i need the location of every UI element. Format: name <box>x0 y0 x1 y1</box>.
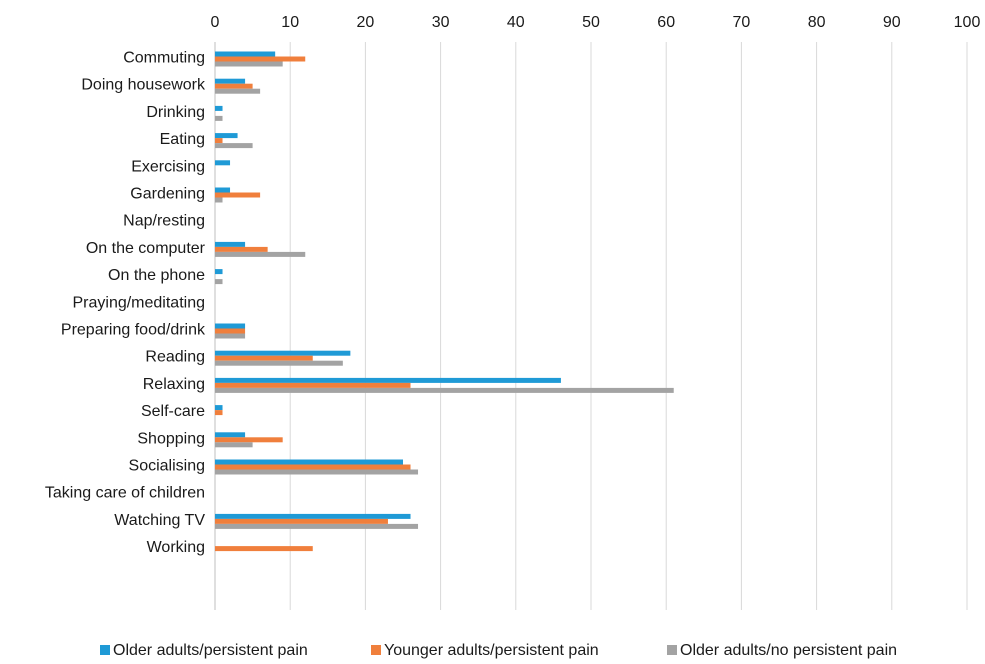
bar-younger-adults-persistent-pain-socialising <box>215 464 411 470</box>
bar-older-adults-persistent-pain-socialising <box>215 459 403 465</box>
bar-younger-adults-persistent-pain-self-care <box>215 410 223 416</box>
bar-younger-adults-persistent-pain-doing-housework <box>215 83 253 89</box>
category-label-on-the-computer: On the computer <box>86 240 206 257</box>
category-label-exercising: Exercising <box>131 158 205 175</box>
category-label-reading: Reading <box>145 349 205 366</box>
category-label-eating: Eating <box>160 131 205 148</box>
category-label-shopping: Shopping <box>137 430 205 447</box>
bar-older-adults-persistent-pain-shopping <box>215 432 246 438</box>
bar-younger-adults-persistent-pain-on-the-computer <box>215 246 268 252</box>
bar-older-adults-persistent-pain-gardening <box>215 187 231 193</box>
bar-younger-adults-persistent-pain-watching-tv <box>215 518 388 524</box>
legend-swatch-younger-adults-persistent-pain <box>371 645 381 655</box>
legend-label-older-adults-persistent-pain: Older adults/persistent pain <box>113 642 308 659</box>
category-label-doing-housework: Doing housework <box>81 77 206 94</box>
bar-older-adults-no-persistent-pain-on-the-phone <box>215 279 223 285</box>
x-tick-label: 10 <box>281 14 299 31</box>
bar-younger-adults-persistent-pain-preparing-food-drink <box>215 328 246 334</box>
bar-older-adults-no-persistent-pain-commuting <box>215 61 283 67</box>
category-label-drinking: Drinking <box>146 104 205 121</box>
legend-label-younger-adults-persistent-pain: Younger adults/persistent pain <box>384 642 599 659</box>
category-label-on-the-phone: On the phone <box>108 267 205 284</box>
bar-older-adults-no-persistent-pain-on-the-computer <box>215 251 306 257</box>
bar-younger-adults-persistent-pain-shopping <box>215 437 283 443</box>
x-tick-label: 40 <box>507 14 525 31</box>
bars <box>215 51 674 552</box>
x-tick-label: 70 <box>733 14 751 31</box>
bar-younger-adults-persistent-pain-working <box>215 546 313 552</box>
bar-younger-adults-persistent-pain-relaxing <box>215 382 411 388</box>
category-label-relaxing: Relaxing <box>143 376 205 393</box>
bar-older-adults-persistent-pain-commuting <box>215 51 276 57</box>
bar-older-adults-no-persistent-pain-gardening <box>215 197 223 203</box>
category-label-working: Working <box>147 539 205 556</box>
bar-older-adults-persistent-pain-on-the-computer <box>215 241 246 247</box>
x-tick-label: 0 <box>211 14 220 31</box>
x-tick-label: 100 <box>954 14 981 31</box>
bar-older-adults-persistent-pain-exercising <box>215 160 231 166</box>
bar-older-adults-persistent-pain-preparing-food-drink <box>215 323 246 329</box>
legend-swatch-older-adults-no-persistent-pain <box>667 645 677 655</box>
bar-younger-adults-persistent-pain-eating <box>215 138 223 144</box>
bar-younger-adults-persistent-pain-gardening <box>215 192 261 198</box>
category-label-nap-resting: Nap/resting <box>123 213 205 230</box>
category-label-preparing-food-drink: Preparing food/drink <box>61 322 206 339</box>
legend-label-older-adults-no-persistent-pain: Older adults/no persistent pain <box>680 642 897 659</box>
legend: Older adults/persistent pain Younger adul… <box>100 642 897 659</box>
bar-older-adults-no-persistent-pain-drinking <box>215 115 223 121</box>
bar-older-adults-persistent-pain-doing-housework <box>215 78 246 84</box>
bar-older-adults-persistent-pain-reading <box>215 350 351 356</box>
category-labels: Commuting Doing housework Drinking Eating Ex… <box>45 50 206 557</box>
x-tick-label: 20 <box>357 14 375 31</box>
bar-older-adults-persistent-pain-drinking <box>215 105 223 111</box>
bar-younger-adults-persistent-pain-commuting <box>215 56 306 62</box>
category-label-watching-tv: Watching TV <box>114 512 205 529</box>
x-tick-label: 50 <box>582 14 600 31</box>
bar-older-adults-no-persistent-pain-relaxing <box>215 387 674 393</box>
x-axis-ticks: 0 10 20 30 40 50 60 70 80 90 100 <box>211 14 981 31</box>
category-label-praying-meditating: Praying/meditating <box>72 294 205 311</box>
bar-older-adults-no-persistent-pain-shopping <box>215 442 253 448</box>
bar-older-adults-persistent-pain-watching-tv <box>215 513 411 519</box>
category-label-socialising: Socialising <box>129 458 205 475</box>
x-tick-label: 80 <box>808 14 826 31</box>
bar-older-adults-no-persistent-pain-socialising <box>215 469 419 475</box>
bar-older-adults-persistent-pain-eating <box>215 133 238 139</box>
bar-older-adults-no-persistent-pain-preparing-food-drink <box>215 333 246 339</box>
legend-swatch-older-adults-persistent-pain <box>100 645 110 655</box>
category-label-gardening: Gardening <box>130 186 205 203</box>
bar-younger-adults-persistent-pain-reading <box>215 355 313 361</box>
bar-older-adults-persistent-pain-relaxing <box>215 377 561 383</box>
category-label-commuting: Commuting <box>123 50 205 67</box>
bar-older-adults-no-persistent-pain-eating <box>215 143 253 149</box>
x-tick-label: 90 <box>883 14 901 31</box>
x-tick-label: 30 <box>432 14 450 31</box>
bar-older-adults-persistent-pain-self-care <box>215 405 223 411</box>
bar-older-adults-no-persistent-pain-watching-tv <box>215 523 419 529</box>
gridlines <box>214 42 968 610</box>
category-label-taking-care-of-children: Taking care of children <box>45 485 205 502</box>
bar-older-adults-persistent-pain-on-the-phone <box>215 269 223 275</box>
bar-older-adults-no-persistent-pain-reading <box>215 360 343 366</box>
bar-older-adults-no-persistent-pain-doing-housework <box>215 88 261 94</box>
category-label-self-care: Self-care <box>141 403 205 420</box>
x-tick-label: 60 <box>657 14 675 31</box>
